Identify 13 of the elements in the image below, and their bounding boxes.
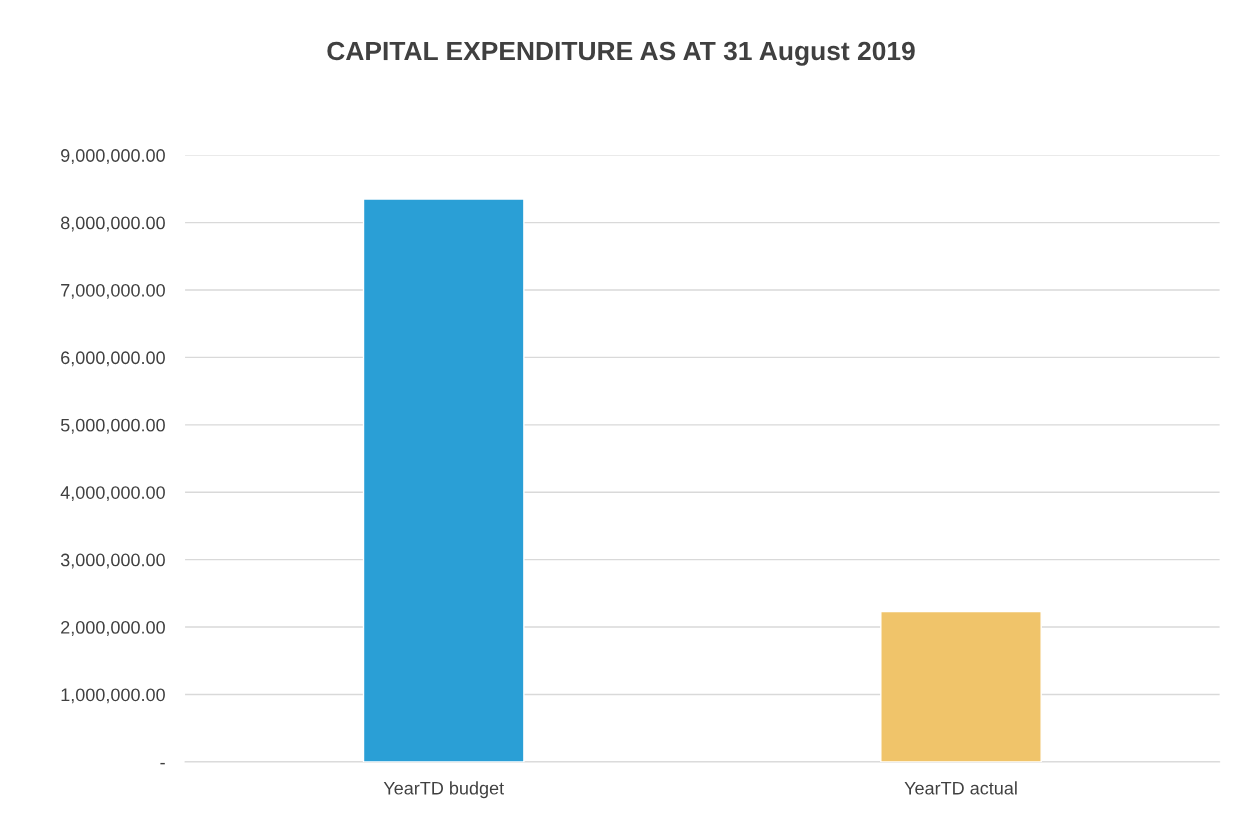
y-tick-label: - [160,762,165,765]
y-tick-label: 4,000,000.00 [60,486,165,502]
y-tick-label: 5,000,000.00 [60,418,165,434]
y-tick-label: 2,000,000.00 [61,621,165,636]
y-tick-label: 6,000,000.00 [61,351,165,367]
y-tick-label: 3,000,000.00 [60,553,165,569]
x-tick-label: YearTD actual [904,781,1017,795]
y-tick-label: 1,000,000.00 [61,688,165,704]
y-tick-label: 9,000,000.00 [61,149,165,165]
chart-title: CAPITAL EXPENDITURE AS AT 31 August 2019 [327,41,915,66]
y-tick-label: 8,000,000.00 [60,216,165,232]
x-tick-label: YearTD budget [383,781,504,799]
y-tick-label: 7,000,000.00 [61,283,165,299]
